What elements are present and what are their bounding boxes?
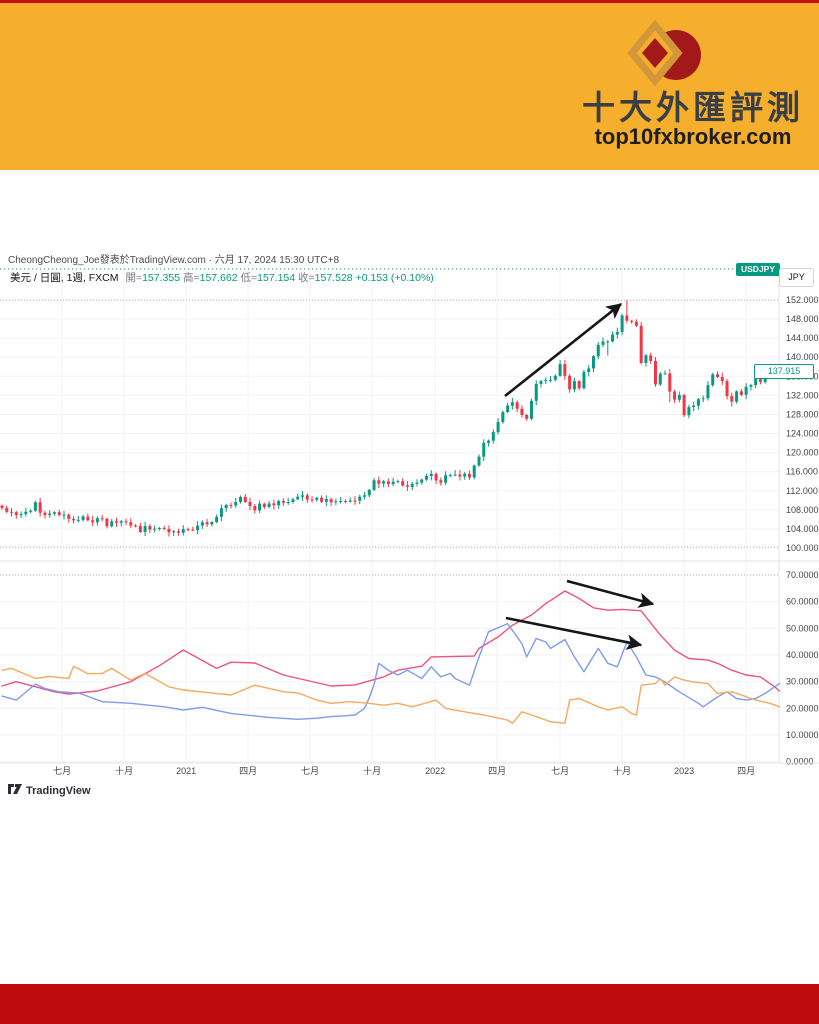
indicator-axis-label: 10.0000 xyxy=(786,730,819,740)
tradingview-watermark[interactable]: TradingView xyxy=(8,784,91,797)
low-label: 低= xyxy=(240,272,258,284)
low-value: 157.154 xyxy=(257,272,296,284)
price-axis-label: 140.000 xyxy=(786,352,819,362)
price-axis-label: 148.000 xyxy=(786,314,819,324)
currency-chip[interactable]: JPY xyxy=(779,268,814,287)
time-axis-label: 四月 xyxy=(488,766,506,776)
time-axis-label: 2023 xyxy=(674,766,694,776)
price-axis-label: 100.000 xyxy=(786,543,819,553)
watermark-text: TradingView xyxy=(26,784,91,797)
change-value: +0.153 (+0.10%) xyxy=(355,272,434,284)
brand-name: 十大外匯評測 xyxy=(582,89,804,126)
price-axis-label: 144.000 xyxy=(786,333,819,343)
price-axis-label: 124.000 xyxy=(786,429,819,439)
price-axis-label: 120.000 xyxy=(786,448,819,458)
brand-logo xyxy=(627,19,701,87)
brand-domain: top10fxbroker.com xyxy=(594,124,792,149)
price-axis-label: 132.000 xyxy=(786,390,819,400)
price-axis-label: 104.000 xyxy=(786,524,819,534)
footer-bar xyxy=(0,984,819,1024)
close-label: 收= xyxy=(298,272,315,284)
last-price-label: 137.915 xyxy=(754,364,814,379)
top-strip xyxy=(0,0,819,3)
rose-line xyxy=(1,590,781,695)
indicator-axis-label: 40.0000 xyxy=(786,650,819,660)
header-band: 十大外匯評測 top10fxbroker.com xyxy=(0,3,819,170)
price-axis-label: 128.000 xyxy=(786,409,819,419)
time-axis-label: 七月 xyxy=(53,766,71,776)
price-axis-label: 108.000 xyxy=(786,505,819,515)
symbol-badge: USDJPY xyxy=(736,263,781,276)
price-axis-label: 116.000 xyxy=(786,467,818,477)
time-axis-label: 七月 xyxy=(551,766,569,776)
time-axis-label: 十月 xyxy=(363,765,381,776)
indicator-axis-label: 50.0000 xyxy=(786,623,819,633)
annotation-arrow xyxy=(566,579,655,608)
time-axis-label: 四月 xyxy=(239,766,257,776)
open-value: 157.355 xyxy=(142,272,181,284)
time-axis-label: 七月 xyxy=(301,766,319,776)
indicator-axis-label: 70.0000 xyxy=(786,570,819,580)
time-axis-label: 十月 xyxy=(613,765,631,776)
indicator-axis-label: 60.0000 xyxy=(786,597,819,607)
time-axis-label: 2021 xyxy=(176,766,196,776)
time-axis-label: 四月 xyxy=(737,766,755,776)
high-label: 高= xyxy=(182,272,200,284)
chart-attribution: CheongCheong_Joe發表於TradingView.com · 六月 … xyxy=(8,255,340,266)
annotation-arrow xyxy=(505,616,643,650)
price-axis-label: 112.000 xyxy=(786,486,818,496)
high-value: 157.662 xyxy=(199,272,238,284)
close-value: 157.528 xyxy=(314,272,353,284)
open-label: 開= xyxy=(125,272,143,284)
time-axis-label: 十月 xyxy=(115,765,133,776)
annotation-arrow xyxy=(504,302,623,398)
symbol-legend: 美元 / 日圓, 1週, FXCM 開=157.355 高=157.662 低=… xyxy=(10,270,434,285)
indicator-axis-label: 30.0000 xyxy=(786,677,819,687)
price-axis-label: 152.000 xyxy=(786,295,819,305)
blue-line xyxy=(1,622,781,720)
symbol-title: 美元 / 日圓, 1週, FXCM xyxy=(10,272,119,284)
tradingview-logo-icon xyxy=(8,784,22,794)
indicator-axis-label: 20.0000 xyxy=(786,703,819,713)
orange-line xyxy=(1,665,781,724)
indicator-axis-label: 0.0000 xyxy=(786,757,814,767)
time-axis-label: 2022 xyxy=(425,766,445,776)
